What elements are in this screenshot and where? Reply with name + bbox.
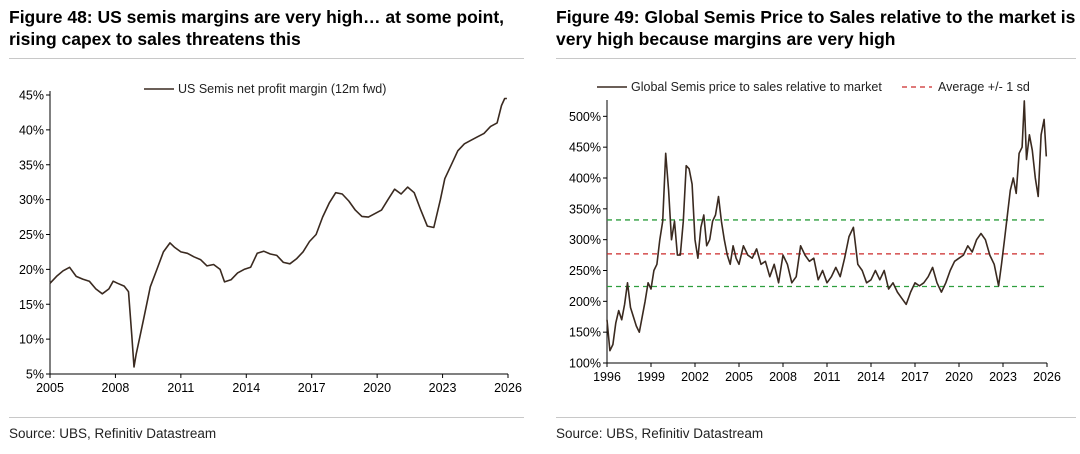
figure-49-title: Figure 49: Global Semis Price to Sales r…: [556, 7, 1076, 49]
y-tick-label: 20%: [19, 263, 44, 277]
x-tick-label: 2023: [429, 381, 457, 395]
figure-49-source: Source: UBS, Refinitiv Datastream: [556, 426, 764, 441]
y-tick-label: 5%: [26, 368, 44, 382]
x-tick-label: 2026: [494, 381, 522, 395]
source-divider: [9, 417, 524, 418]
x-tick-label: 2011: [814, 370, 841, 384]
x-tick-label: 2011: [167, 381, 194, 395]
x-tick-label: 1996: [593, 370, 621, 384]
y-tick-label: 40%: [19, 123, 44, 137]
legend-label-average: Average +/- 1 sd: [938, 80, 1030, 94]
x-tick-label: 2014: [232, 381, 260, 395]
x-tick-label: 1999: [637, 370, 665, 384]
y-tick-label: 200%: [569, 295, 601, 309]
y-tick-label: 500%: [569, 110, 601, 124]
x-tick-label: 2023: [989, 370, 1017, 384]
series-line: [606, 100, 1048, 352]
x-tick-label: 2014: [857, 370, 885, 384]
y-tick-label: 10%: [19, 333, 44, 347]
source-divider: [556, 417, 1076, 418]
y-tick-label: 30%: [19, 193, 44, 207]
y-tick-label: 15%: [19, 298, 44, 312]
x-tick-label: 2008: [769, 370, 797, 384]
y-tick-label: 150%: [569, 326, 601, 340]
x-tick-label: 2020: [363, 381, 391, 395]
y-tick-label: 25%: [19, 228, 44, 242]
legend-label: Global Semis price to sales relative to …: [631, 80, 882, 94]
x-tick-label: 2005: [725, 370, 753, 384]
figure-48-chart: 5% 10% 15% 20% 25% 30% 35% 40% 45% 2005 2008 2011 20…: [19, 82, 522, 395]
y-tick-label: 250%: [569, 264, 601, 278]
x-tick-label: 2026: [1033, 370, 1061, 384]
title-divider: [556, 58, 1076, 59]
title-divider: [9, 58, 524, 59]
x-tick-label: 2002: [681, 370, 709, 384]
x-tick-label: 2017: [298, 381, 326, 395]
y-tick-label: 35%: [19, 158, 44, 172]
figure-48-source: Source: UBS, Refinitiv Datastream: [9, 426, 217, 441]
figure-48-title: Figure 48: US semis margins are very hig…: [9, 7, 505, 49]
x-tick-label: 2020: [945, 370, 973, 384]
figure-49-chart: 100% 150% 200% 250% 300% 350% 400% 450% 500% 1996…: [569, 80, 1061, 384]
series-line: [49, 97, 507, 368]
y-tick-label: 350%: [569, 202, 601, 216]
y-tick-label: 300%: [569, 233, 601, 247]
x-tick-label: 2008: [102, 381, 130, 395]
x-tick-label: 2017: [901, 370, 929, 384]
x-tick-label: 2005: [36, 381, 64, 395]
y-tick-label: 100%: [569, 357, 601, 371]
y-tick-label: 45%: [19, 89, 44, 103]
legend-label: US Semis net profit margin (12m fwd): [178, 82, 386, 96]
y-tick-label: 450%: [569, 141, 601, 155]
y-tick-label: 400%: [569, 172, 601, 186]
